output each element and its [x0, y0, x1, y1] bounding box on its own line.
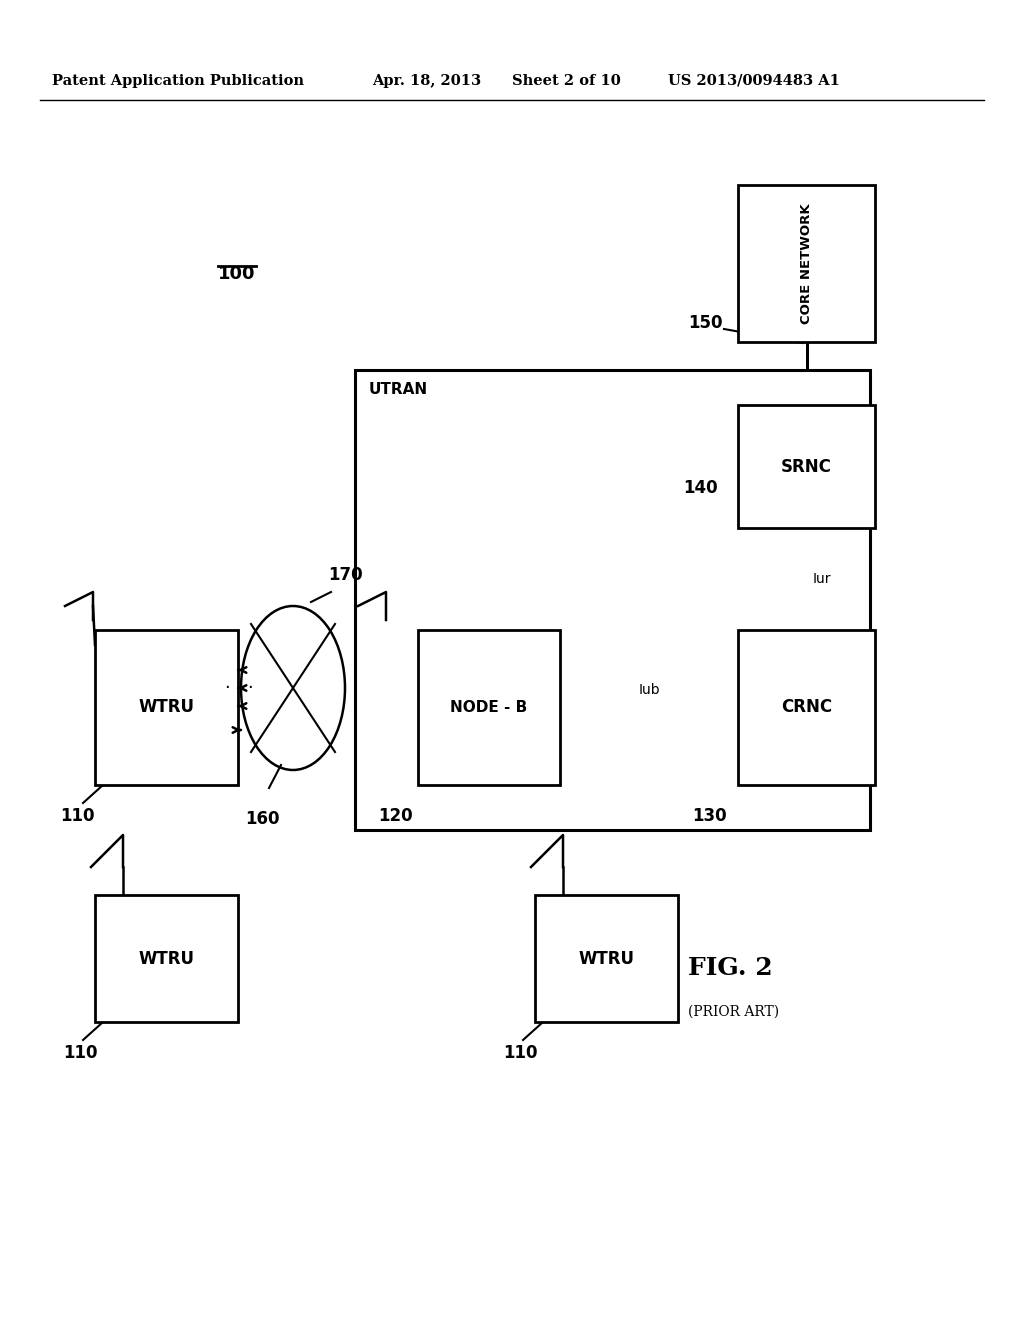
Text: WTRU: WTRU [138, 949, 195, 968]
Text: (PRIOR ART): (PRIOR ART) [688, 1005, 779, 1019]
Text: 100: 100 [218, 265, 256, 282]
Text: 170: 170 [328, 566, 362, 583]
FancyBboxPatch shape [738, 185, 874, 342]
Text: 120: 120 [378, 807, 413, 825]
Text: 150: 150 [688, 314, 723, 333]
Text: Iub: Iub [638, 684, 659, 697]
FancyBboxPatch shape [535, 895, 678, 1022]
Text: 110: 110 [60, 807, 94, 825]
Text: 160: 160 [245, 810, 280, 828]
Text: 110: 110 [503, 1044, 538, 1063]
Text: SRNC: SRNC [781, 458, 831, 475]
Text: Sheet 2 of 10: Sheet 2 of 10 [512, 74, 621, 88]
Text: 140: 140 [683, 479, 718, 498]
FancyBboxPatch shape [95, 630, 238, 785]
Text: Apr. 18, 2013: Apr. 18, 2013 [372, 74, 481, 88]
Text: WTRU: WTRU [579, 949, 635, 968]
FancyBboxPatch shape [355, 370, 870, 830]
Text: 130: 130 [692, 807, 727, 825]
Ellipse shape [241, 606, 345, 770]
FancyBboxPatch shape [738, 405, 874, 528]
Text: 110: 110 [63, 1044, 97, 1063]
FancyBboxPatch shape [95, 895, 238, 1022]
Text: US 2013/0094483 A1: US 2013/0094483 A1 [668, 74, 840, 88]
Text: Patent Application Publication: Patent Application Publication [52, 74, 304, 88]
Text: FIG. 2: FIG. 2 [688, 956, 773, 979]
Text: NODE - B: NODE - B [451, 700, 527, 715]
FancyBboxPatch shape [418, 630, 560, 785]
Text: Iur: Iur [812, 572, 831, 586]
FancyBboxPatch shape [738, 630, 874, 785]
Text: CRNC: CRNC [781, 698, 833, 717]
Text: CORE NETWORK: CORE NETWORK [800, 203, 813, 323]
Text: WTRU: WTRU [138, 698, 195, 717]
Text: UTRAN: UTRAN [369, 381, 428, 397]
Text: . . .: . . . [225, 675, 254, 692]
